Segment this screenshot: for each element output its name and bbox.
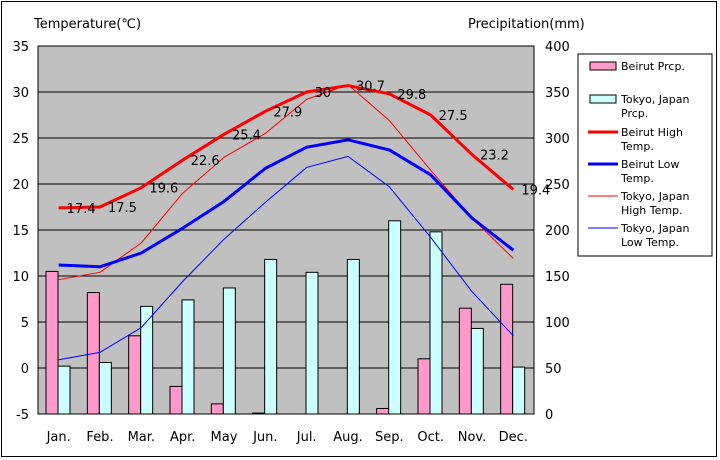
bar-series: [45, 220, 526, 415]
bar-tokyo-japan-prcp-: [140, 305, 154, 415]
x-tick-label: Sep.: [375, 430, 404, 445]
right-tick-label: 100: [545, 316, 570, 331]
left-tick-label: 5: [21, 316, 29, 331]
bar-beirut-prcp-: [417, 358, 431, 415]
left-tick-label: 10: [12, 270, 29, 285]
x-tick-label: May: [211, 430, 238, 445]
legend-label: Tokyo, Japan: [620, 93, 689, 106]
legend-box: [577, 53, 713, 257]
right-tick-label: 400: [545, 40, 570, 55]
right-tick-label: 200: [545, 224, 570, 239]
bar-tokyo-japan-prcp-: [512, 366, 526, 415]
legend-label: High Temp.: [621, 204, 683, 217]
x-tick-label: Apr.: [170, 430, 195, 445]
data-label: 27.9: [273, 105, 302, 120]
right-tick-label: 350: [545, 86, 570, 101]
bar-tokyo-japan-prcp-: [346, 258, 360, 415]
bar-beirut-prcp-: [252, 412, 266, 415]
line-beirut-low-temp-: [58, 138, 515, 269]
bar-tokyo-japan-prcp-: [264, 258, 278, 415]
bar-tokyo-japan-prcp-: [470, 327, 484, 415]
left-tick-label: 25: [12, 132, 29, 147]
data-label: 29.8: [397, 88, 426, 103]
data-label: 19.6: [149, 182, 178, 197]
left-tick-label: 15: [12, 224, 29, 239]
left-tick-label: 0: [21, 362, 29, 377]
legend-label: Temp.: [620, 140, 654, 153]
legend-label: Low Temp.: [621, 236, 679, 249]
legend-label: Prcp.: [621, 107, 648, 120]
bar-beirut-prcp-: [45, 270, 59, 415]
left-tick-label: 35: [12, 40, 29, 55]
bar-beirut-prcp-: [128, 335, 142, 415]
line-beirut-high-temp-: [58, 84, 515, 210]
bar-tokyo-japan-prcp-: [429, 231, 443, 415]
right-axis-title: Precipitation(mm): [468, 17, 585, 32]
line-tokyo-japan-high-temp-: [58, 84, 514, 281]
data-label: 30.7: [356, 80, 385, 95]
x-tick-label: Oct.: [417, 430, 444, 445]
data-label: 22.6: [191, 154, 220, 169]
bar-beirut-prcp-: [458, 307, 472, 415]
right-tick-label: 0: [545, 408, 553, 423]
line-series: [58, 84, 515, 361]
left-tick-label: 20: [12, 178, 29, 193]
x-tick-label: Aug.: [333, 430, 363, 445]
x-tick-label: Nov.: [458, 430, 487, 445]
bar-beirut-prcp-: [169, 385, 183, 415]
legend-label: Tokyo, Japan: [620, 190, 689, 203]
right-tick-label: 250: [545, 178, 570, 193]
x-tick-label: Jun.: [252, 430, 277, 445]
data-label: 23.2: [480, 149, 509, 164]
x-tick-label: Jul.: [296, 430, 317, 445]
bar-beirut-prcp-: [500, 283, 514, 415]
legend-swatch: [589, 94, 617, 104]
gridlines: [38, 91, 534, 369]
data-label: 27.5: [439, 109, 468, 124]
bar-tokyo-japan-prcp-: [181, 299, 195, 415]
legend-swatch: [589, 61, 617, 71]
legend-label: Temp.: [620, 172, 654, 185]
bar-tokyo-japan-prcp-: [222, 287, 236, 415]
bar-tokyo-japan-prcp-: [305, 271, 319, 415]
left-axis-title: Temperature(℃): [33, 17, 141, 32]
legend-label: Beirut Prcp.: [621, 60, 685, 73]
x-tick-label: Dec.: [499, 430, 528, 445]
left-tick-label: -5: [16, 408, 29, 423]
data-label: 30: [315, 86, 332, 101]
axis-ticks: 35302520151050-5400350300250200150100500…: [12, 40, 569, 445]
legend-label: Beirut High: [621, 126, 683, 139]
data-label: 17.5: [108, 201, 137, 216]
x-tick-label: Feb.: [86, 430, 113, 445]
bar-tokyo-japan-prcp-: [57, 365, 71, 415]
x-tick-label: Jan.: [46, 430, 71, 445]
right-tick-label: 50: [545, 362, 562, 377]
right-tick-label: 150: [545, 270, 570, 285]
right-tick-label: 300: [545, 132, 570, 147]
legend-label: Tokyo, Japan: [620, 222, 689, 235]
line-tokyo-japan-low-temp-: [58, 155, 514, 361]
data-labels: 17.4 17.5 19.6 22.6 25.4 27.9 30 30.7 29.8 27.5 23…: [67, 80, 551, 217]
bar-tokyo-japan-prcp-: [388, 220, 402, 415]
legend-label: Beirut Low: [621, 158, 679, 171]
left-tick-label: 30: [12, 86, 29, 101]
bar-beirut-prcp-: [210, 403, 224, 415]
x-tick-label: Mar.: [128, 430, 155, 445]
bar-beirut-prcp-: [376, 407, 390, 415]
bar-tokyo-japan-prcp-: [98, 361, 112, 415]
data-label: 19.4: [521, 184, 550, 199]
data-label: 17.4: [67, 202, 96, 217]
data-label: 25.4: [232, 128, 261, 143]
